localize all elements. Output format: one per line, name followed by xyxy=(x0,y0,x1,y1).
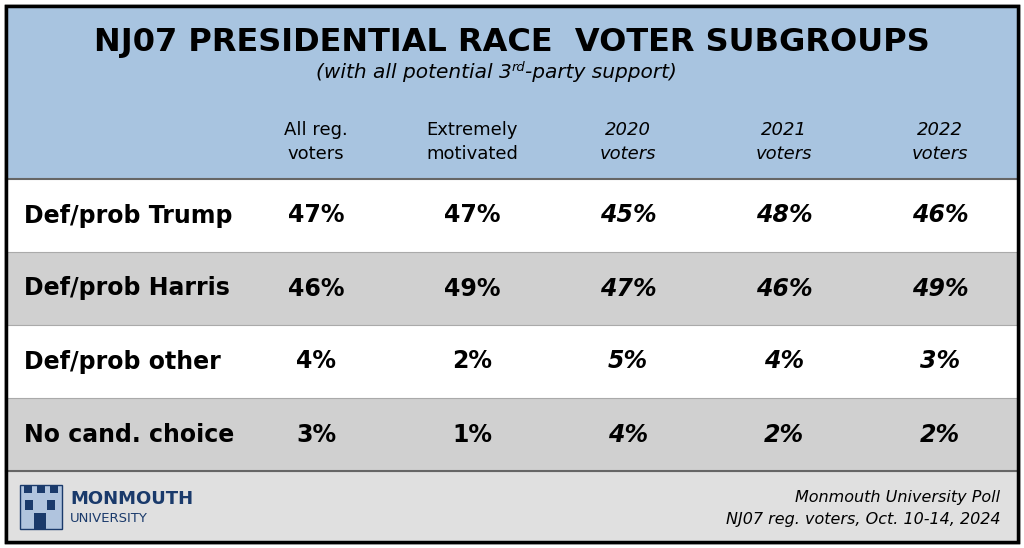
Bar xyxy=(6,398,1018,471)
Text: Extremely: Extremely xyxy=(426,121,518,139)
Text: 48%: 48% xyxy=(756,203,812,227)
Bar xyxy=(6,471,1018,542)
Text: 46%: 46% xyxy=(756,277,812,300)
Text: All reg.: All reg. xyxy=(284,121,348,139)
Bar xyxy=(25,499,33,510)
Text: voters: voters xyxy=(288,145,344,163)
Text: 47%: 47% xyxy=(288,203,344,227)
Text: -party support): -party support) xyxy=(525,63,677,82)
Text: 4%: 4% xyxy=(764,350,804,374)
Text: Def/prob Trump: Def/prob Trump xyxy=(24,203,232,227)
Bar xyxy=(37,484,45,493)
Bar xyxy=(24,484,32,493)
Text: 2%: 2% xyxy=(764,423,804,447)
Text: voters: voters xyxy=(756,145,812,163)
Text: 47%: 47% xyxy=(443,203,501,227)
Text: voters: voters xyxy=(911,145,969,163)
Text: 46%: 46% xyxy=(911,203,969,227)
Text: voters: voters xyxy=(600,145,656,163)
Text: 49%: 49% xyxy=(911,277,969,300)
Bar xyxy=(6,325,1018,398)
Text: 3%: 3% xyxy=(296,423,336,447)
Text: UNIVERSITY: UNIVERSITY xyxy=(70,512,147,525)
Text: motivated: motivated xyxy=(426,145,518,163)
Text: 49%: 49% xyxy=(443,277,501,300)
Text: 46%: 46% xyxy=(288,277,344,300)
Text: 3%: 3% xyxy=(920,350,961,374)
Text: 4%: 4% xyxy=(296,350,336,374)
Text: 5%: 5% xyxy=(608,350,648,374)
Text: 45%: 45% xyxy=(600,203,656,227)
Text: Def/prob Harris: Def/prob Harris xyxy=(24,277,229,300)
Text: MONMOUTH: MONMOUTH xyxy=(70,489,194,507)
Bar xyxy=(50,484,58,493)
Text: NJ07 PRESIDENTIAL RACE  VOTER SUBGROUPS: NJ07 PRESIDENTIAL RACE VOTER SUBGROUPS xyxy=(94,26,930,58)
Bar xyxy=(6,179,1018,252)
Bar xyxy=(34,512,46,528)
Text: 2%: 2% xyxy=(920,423,961,447)
Text: 4%: 4% xyxy=(608,423,648,447)
Text: (with all potential 3: (with all potential 3 xyxy=(316,63,512,82)
Text: 2%: 2% xyxy=(452,350,492,374)
Text: No cand. choice: No cand. choice xyxy=(24,423,234,447)
Bar xyxy=(6,6,1018,179)
Text: 2020: 2020 xyxy=(605,121,651,139)
Bar xyxy=(47,499,55,510)
Text: Def/prob other: Def/prob other xyxy=(24,350,221,374)
Text: NJ07 reg. voters, Oct. 10-14, 2024: NJ07 reg. voters, Oct. 10-14, 2024 xyxy=(725,512,1000,527)
Text: 1%: 1% xyxy=(452,423,492,447)
Bar xyxy=(20,484,62,528)
Text: rd: rd xyxy=(512,61,525,74)
Text: Monmouth University Poll: Monmouth University Poll xyxy=(795,490,1000,505)
Bar xyxy=(6,252,1018,325)
Text: 2021: 2021 xyxy=(761,121,807,139)
Text: 2022: 2022 xyxy=(918,121,963,139)
Text: 47%: 47% xyxy=(600,277,656,300)
